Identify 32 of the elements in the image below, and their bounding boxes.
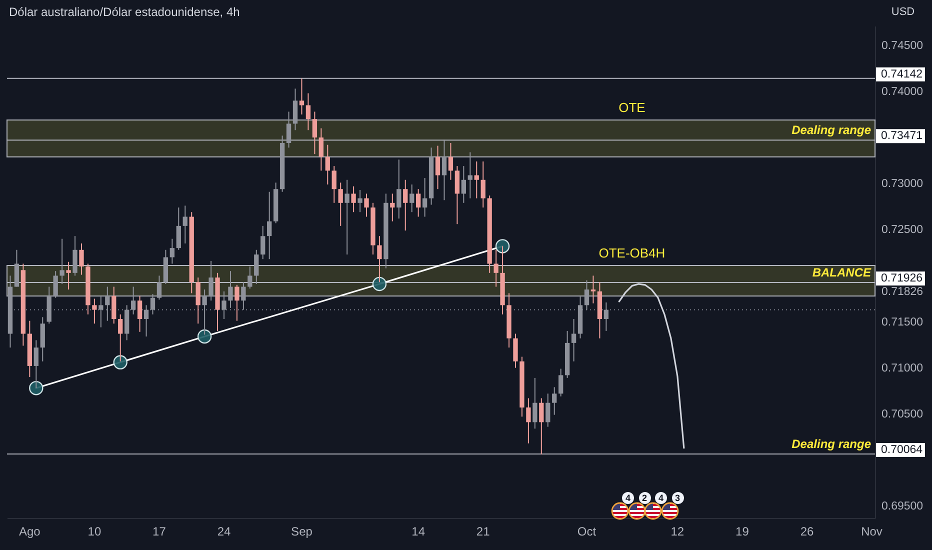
y-tick-label: 0.74500 [882, 40, 924, 52]
chart-title: Dólar australiano/Dólar estadounidense, 4h [9, 5, 240, 19]
band-label: OTE [618, 100, 646, 115]
ref-line-label: Dealing range [792, 437, 872, 452]
x-tick-label: 10 [88, 524, 102, 538]
y-tick-label: 0.70064 [881, 444, 924, 456]
y-tick-label: 0.71826 [882, 286, 924, 298]
y-tick-label: 0.74000 [882, 86, 924, 98]
x-tick-label: 19 [736, 524, 750, 538]
y-tick-label: 0.71500 [882, 316, 924, 328]
ref-line-label: BALANCE [812, 266, 872, 280]
y-axis-title: USD [891, 6, 915, 18]
y-tick-label: 0.74142 [881, 68, 923, 80]
x-tick-label: 24 [217, 524, 231, 538]
y-tick-label: 0.73471 [881, 130, 923, 142]
x-tick-label: 21 [476, 524, 490, 538]
x-tick-label: 12 [670, 524, 684, 538]
x-tick-label: Sep [291, 524, 313, 538]
x-tick-label: Nov [861, 524, 882, 538]
x-tick-label: 17 [152, 524, 166, 538]
y-tick-label: 0.73000 [882, 178, 924, 190]
y-tick-label: 0.72500 [882, 224, 924, 236]
ref-line-label: Dealing range [792, 123, 872, 138]
y-tick-label: 0.70500 [882, 408, 924, 420]
band-label: OTE-OB4H [598, 246, 666, 261]
x-tick-label: 26 [800, 524, 814, 538]
x-tick-label: Ago [18, 524, 41, 538]
y-tick-label: 0.71000 [882, 362, 924, 374]
x-tick-label: 14 [412, 524, 426, 538]
y-tick-label: 0.71926 [881, 272, 923, 285]
x-tick-label: Oct [577, 524, 597, 538]
y-tick-label: 0.69500 [882, 500, 924, 513]
